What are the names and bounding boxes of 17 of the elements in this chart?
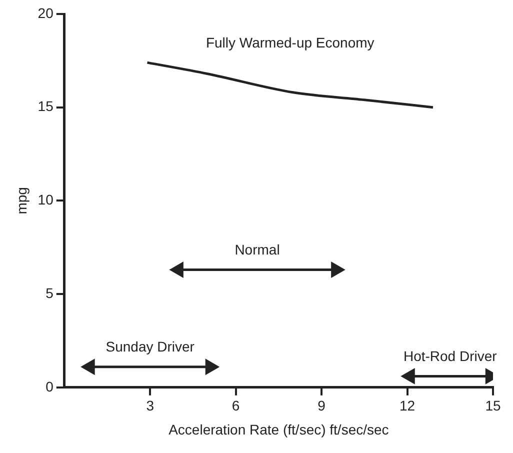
series-label: Normal — [234, 242, 280, 258]
y-tick-label: 5 — [46, 284, 54, 301]
y-tick-label: 15 — [38, 98, 54, 114]
x-axis-title: Acceleration Rate (ft/sec) ft/sec/sec — [168, 421, 389, 438]
y-tick-label: 20 — [38, 4, 54, 21]
series-label: Hot-Rod Driver — [403, 348, 498, 364]
y-tick-label: 0 — [46, 378, 54, 394]
x-tick-label: 6 — [232, 398, 240, 414]
x-tick-label: 12 — [399, 398, 416, 414]
x-tick-label: 15 — [485, 398, 501, 414]
line-series — [146, 61, 434, 109]
series-label: Sunday Driver — [106, 338, 195, 355]
x-tick-label: 9 — [318, 398, 326, 414]
series-label: Fully Warmed-up Economy — [206, 34, 374, 50]
x-tick-label: 3 — [146, 398, 154, 414]
y-axis-title: mpg — [13, 187, 30, 214]
y-tick-label: 10 — [38, 192, 54, 208]
